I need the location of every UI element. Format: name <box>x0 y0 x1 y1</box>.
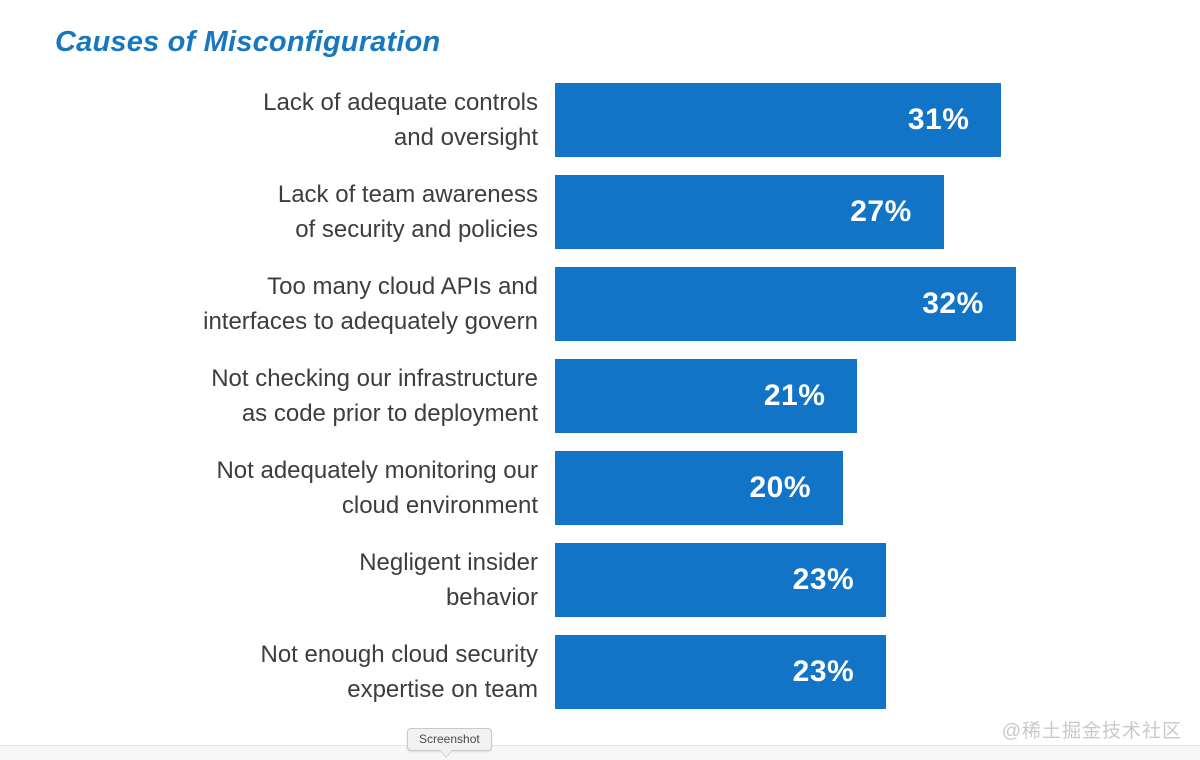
chart-row: Too many cloud APIs and interfaces to ade… <box>48 267 1016 341</box>
bar-value-label: 27% <box>850 195 912 228</box>
category-label: Not adequately monitoring our cloud envir… <box>216 457 538 519</box>
footer-divider <box>0 745 1200 746</box>
footer-strip <box>0 746 1200 760</box>
bar-value-label: 20% <box>749 471 811 504</box>
bar: 31% <box>555 83 1002 157</box>
screenshot-tooltip-label: Screenshot <box>419 732 480 746</box>
bar: 23% <box>555 543 887 617</box>
category-label: Negligent insider behavior <box>359 549 538 611</box>
bar-value-label: 21% <box>763 379 826 412</box>
bar: 23% <box>555 635 887 709</box>
category-label: Not enough cloud security expertise on te… <box>260 641 539 703</box>
bar-value-label: 23% <box>792 655 855 688</box>
chart-row: Not enough cloud security expertise on te… <box>48 635 1016 709</box>
screenshot-tooltip: Screenshot <box>407 728 492 757</box>
bar: 32% <box>555 267 1016 341</box>
chart-row: Not adequately monitoring our cloud envir… <box>48 451 1016 525</box>
chart-row: Negligent insider behavior 23% <box>48 543 1016 617</box>
bar-value-label: 32% <box>922 287 984 320</box>
category-label: Not checking our infrastructure as code p… <box>211 365 538 427</box>
chart-row: Not checking our infrastructure as code p… <box>48 359 1016 433</box>
chart-title: Causes of Misconfiguration <box>55 26 441 58</box>
category-label: Too many cloud APIs and interfaces to ade… <box>203 273 538 335</box>
bar-value-label: 31% <box>907 103 970 136</box>
bar: 27% <box>555 175 944 249</box>
bar: 20% <box>555 451 843 525</box>
tooltip-arrow-icon <box>440 750 452 757</box>
watermark: @稀土掘金技术社区 <box>1001 721 1182 742</box>
category-label: Lack of team awareness of security and po… <box>277 181 538 243</box>
bar-value-label: 23% <box>792 563 855 596</box>
chart-row: Lack of adequate controls and oversight 31… <box>48 83 1016 157</box>
bar: 21% <box>555 359 858 433</box>
category-label: Lack of adequate controls and oversight <box>263 89 538 151</box>
chart-row: Lack of team awareness of security and po… <box>48 175 1016 249</box>
bar-chart: Lack of adequate controls and oversight 31… <box>48 83 1016 727</box>
